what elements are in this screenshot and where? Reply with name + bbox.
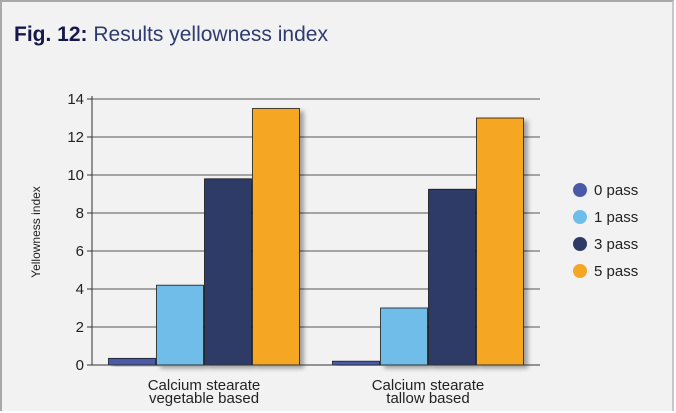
y-tick-label: 4 — [76, 281, 84, 298]
bar-0-pass — [332, 360, 380, 366]
legend-marker — [573, 237, 587, 251]
y-tick-label: 0 — [76, 357, 84, 374]
bar-5-pass — [476, 117, 524, 366]
y-tick-label: 12 — [67, 129, 84, 146]
x-category-label: Calcium stearate — [372, 377, 485, 394]
bar-1-pass — [156, 284, 204, 366]
legend-marker — [573, 210, 587, 224]
bar-1-pass — [380, 307, 428, 366]
y-tick-label: 10 — [67, 167, 84, 184]
x-category-label: tallow based — [386, 390, 469, 407]
legend-label: 0 pass — [594, 182, 638, 199]
legend-marker — [573, 183, 587, 197]
bar-3-pass — [204, 178, 252, 366]
bar-3-pass — [428, 188, 476, 366]
bars — [108, 108, 524, 366]
bar-0-pass — [108, 357, 156, 366]
legend-label: 3 pass — [594, 236, 638, 253]
bar-5-pass — [252, 108, 300, 366]
chart-title: Fig. 12: Results yellowness index — [14, 22, 328, 48]
y-axis-title: Yellowness index — [29, 186, 43, 278]
figure-title-text: Results yellowness index — [93, 23, 328, 46]
y-tick-label: 6 — [76, 243, 84, 260]
x-category-label: Calcium stearate — [148, 377, 261, 394]
legend-marker — [573, 264, 587, 278]
x-category-label: vegetable based — [149, 390, 259, 407]
legend: 0 pass 1 pass 3 pass 5 pass — [573, 182, 638, 280]
figure-number: Fig. 12: — [14, 23, 88, 46]
y-tick-label: 2 — [76, 319, 84, 336]
legend-label: 1 pass — [594, 209, 638, 226]
legend-label: 5 pass — [594, 263, 638, 280]
y-tick-label: 8 — [76, 205, 84, 222]
y-tick-label: 14 — [67, 91, 84, 108]
